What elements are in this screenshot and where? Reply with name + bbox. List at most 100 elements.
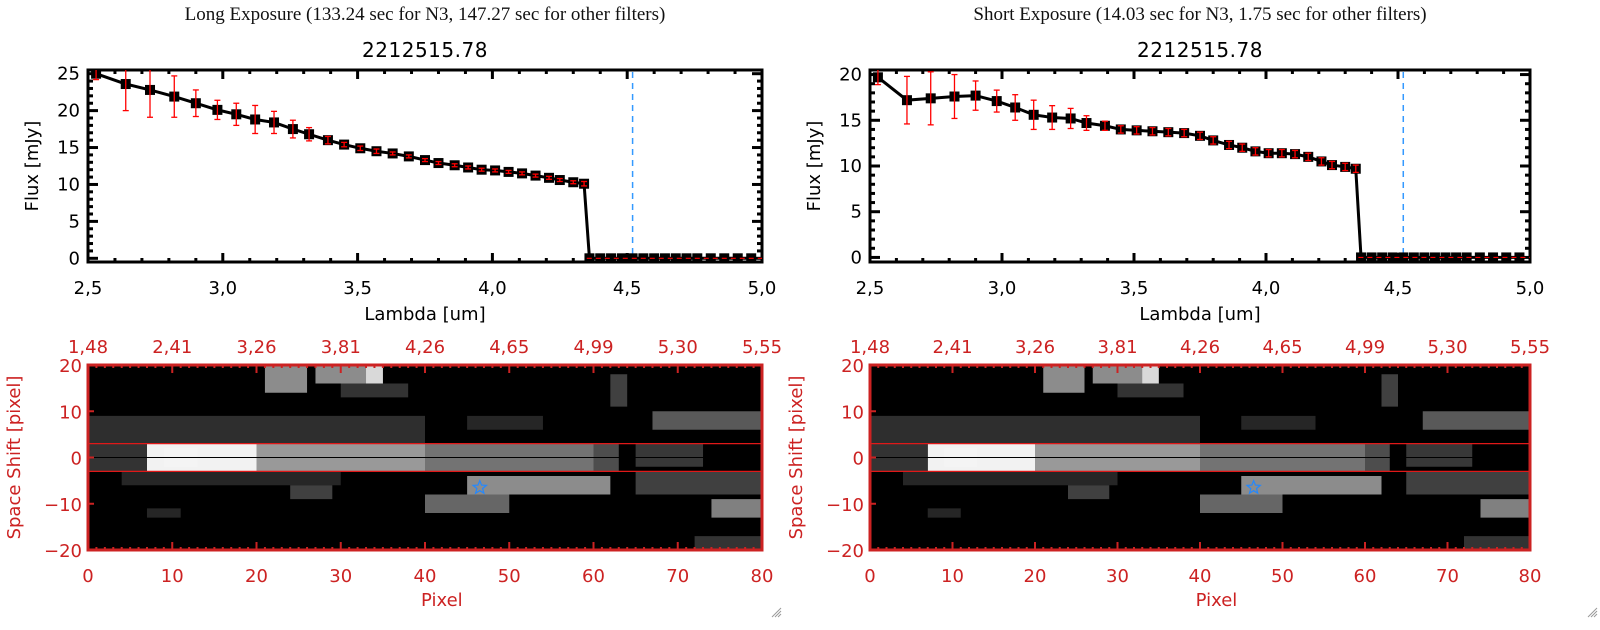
image-blob xyxy=(264,365,308,393)
data-point xyxy=(606,253,617,264)
y-tick-label: 25 xyxy=(57,64,80,85)
x-axis-label: Lambda [um] xyxy=(1139,304,1260,325)
y-axis-label: Flux [mJy] xyxy=(22,121,43,212)
x-tick-label: 5,0 xyxy=(1516,278,1545,299)
image-blob xyxy=(467,476,611,495)
top-x-tick-label: 1,48 xyxy=(850,337,890,358)
y-tick-label: −10 xyxy=(44,495,82,516)
data-point xyxy=(1398,252,1409,263)
top-x-tick-label: 4,65 xyxy=(1262,337,1302,358)
short-exposure-source-id: 2212515.78 xyxy=(1137,38,1263,62)
top-x-tick-label: 3,26 xyxy=(1015,337,1055,358)
image-blob xyxy=(1200,494,1283,513)
top-x-tick-label: 4,65 xyxy=(489,337,529,358)
x-axis-label: Lambda [um] xyxy=(364,304,485,325)
x-tick-label: 30 xyxy=(1106,566,1129,587)
plot-frame xyxy=(86,68,764,264)
data-point xyxy=(1488,252,1499,263)
short-exposure-title: Short Exposure (14.03 sec for N3, 1.75 s… xyxy=(973,4,1427,25)
data-point xyxy=(616,253,627,264)
image-blob xyxy=(694,536,762,550)
plot-frame xyxy=(868,68,1532,264)
x-tick-label: 50 xyxy=(1271,566,1294,587)
x-tick-label: 0 xyxy=(864,566,875,587)
data-point xyxy=(705,253,716,264)
flux-line xyxy=(876,76,1520,259)
y-tick-label: 0 xyxy=(69,248,80,269)
image-blob xyxy=(1422,411,1530,430)
y-axis-label: Flux [mJy] xyxy=(804,121,825,212)
top-x-tick-label: 1,48 xyxy=(68,337,108,358)
top-x-tick-label: 5,55 xyxy=(1510,337,1550,358)
y-tick-label: 10 xyxy=(839,156,862,177)
image-blob xyxy=(146,508,181,518)
data-point xyxy=(1377,252,1388,263)
y-tick-label: 15 xyxy=(839,110,862,131)
image-blob xyxy=(1117,383,1184,398)
flux-plot-1 xyxy=(868,68,1532,264)
image-blob xyxy=(1241,415,1316,430)
image-blob xyxy=(635,443,704,467)
image-blob xyxy=(290,485,333,500)
x-tick-label: 0 xyxy=(82,566,93,587)
image-blob xyxy=(635,471,762,495)
top-x-tick-label: 4,26 xyxy=(405,337,445,358)
y-tick-label: 20 xyxy=(59,356,82,377)
top-x-tick-label: 4,99 xyxy=(573,337,613,358)
y-tick-label: 0 xyxy=(853,449,864,470)
y-tick-label: 5 xyxy=(69,211,80,232)
spectral-image-0 xyxy=(86,363,764,552)
x-tick-label: 20 xyxy=(1024,566,1047,587)
top-x-tick-label: 4,26 xyxy=(1180,337,1220,358)
x-axis-label: Pixel xyxy=(1196,590,1238,611)
x-tick-label: 80 xyxy=(1519,566,1542,587)
y-tick-label: −20 xyxy=(44,541,82,562)
image-blob xyxy=(927,508,961,518)
data-point xyxy=(1514,252,1525,263)
x-axis-label: Pixel xyxy=(421,590,463,611)
image-blob xyxy=(88,415,425,444)
x-tick-label: 4,5 xyxy=(613,278,642,299)
image-blob xyxy=(425,494,510,513)
x-tick-label: 40 xyxy=(1189,566,1212,587)
image-blob xyxy=(1241,476,1382,495)
y-tick-label: 20 xyxy=(57,101,80,122)
x-tick-label: 40 xyxy=(414,566,437,587)
data-point xyxy=(1440,252,1451,263)
x-tick-label: 50 xyxy=(498,566,521,587)
long-exposure-source-id: 2212515.78 xyxy=(362,38,488,62)
data-point xyxy=(659,253,670,264)
y-tick-label: −10 xyxy=(826,495,864,516)
top-x-tick-label: 3,81 xyxy=(1097,337,1137,358)
data-point xyxy=(1387,252,1398,263)
star-marker-icon xyxy=(471,478,488,495)
y-tick-label: 5 xyxy=(851,202,862,223)
top-x-tick-label: 2,41 xyxy=(932,337,972,358)
x-tick-label: 2,5 xyxy=(856,278,885,299)
data-point xyxy=(732,253,743,264)
top-x-tick-label: 2,41 xyxy=(152,337,192,358)
x-tick-label: 10 xyxy=(941,566,964,587)
resize-grip-left-icon[interactable] xyxy=(770,606,782,618)
y-tick-label: 10 xyxy=(59,402,82,423)
y-axis-label: Space Shift [pixel] xyxy=(4,376,25,540)
image-blob xyxy=(652,411,762,430)
x-tick-label: 4,5 xyxy=(1384,278,1413,299)
resize-grip-right-icon[interactable] xyxy=(1586,606,1598,618)
spectral-image-1 xyxy=(868,363,1532,552)
x-tick-label: 20 xyxy=(245,566,268,587)
long-exposure-title: Long Exposure (133.24 sec for N3, 147.27… xyxy=(184,4,666,25)
y-tick-label: 0 xyxy=(71,449,82,470)
x-tick-label: 4,0 xyxy=(478,278,507,299)
x-tick-label: 3,0 xyxy=(988,278,1017,299)
top-x-tick-label: 4,99 xyxy=(1345,337,1385,358)
y-axis-label: Space Shift [pixel] xyxy=(786,376,807,540)
image-blob xyxy=(711,499,762,518)
y-tick-label: 20 xyxy=(839,65,862,86)
y-tick-label: 10 xyxy=(57,174,80,195)
y-tick-label: 0 xyxy=(851,247,862,268)
x-tick-label: 60 xyxy=(1354,566,1377,587)
x-tick-label: 2,5 xyxy=(74,278,103,299)
star-marker-icon xyxy=(1245,478,1262,495)
x-tick-label: 4,0 xyxy=(1252,278,1281,299)
